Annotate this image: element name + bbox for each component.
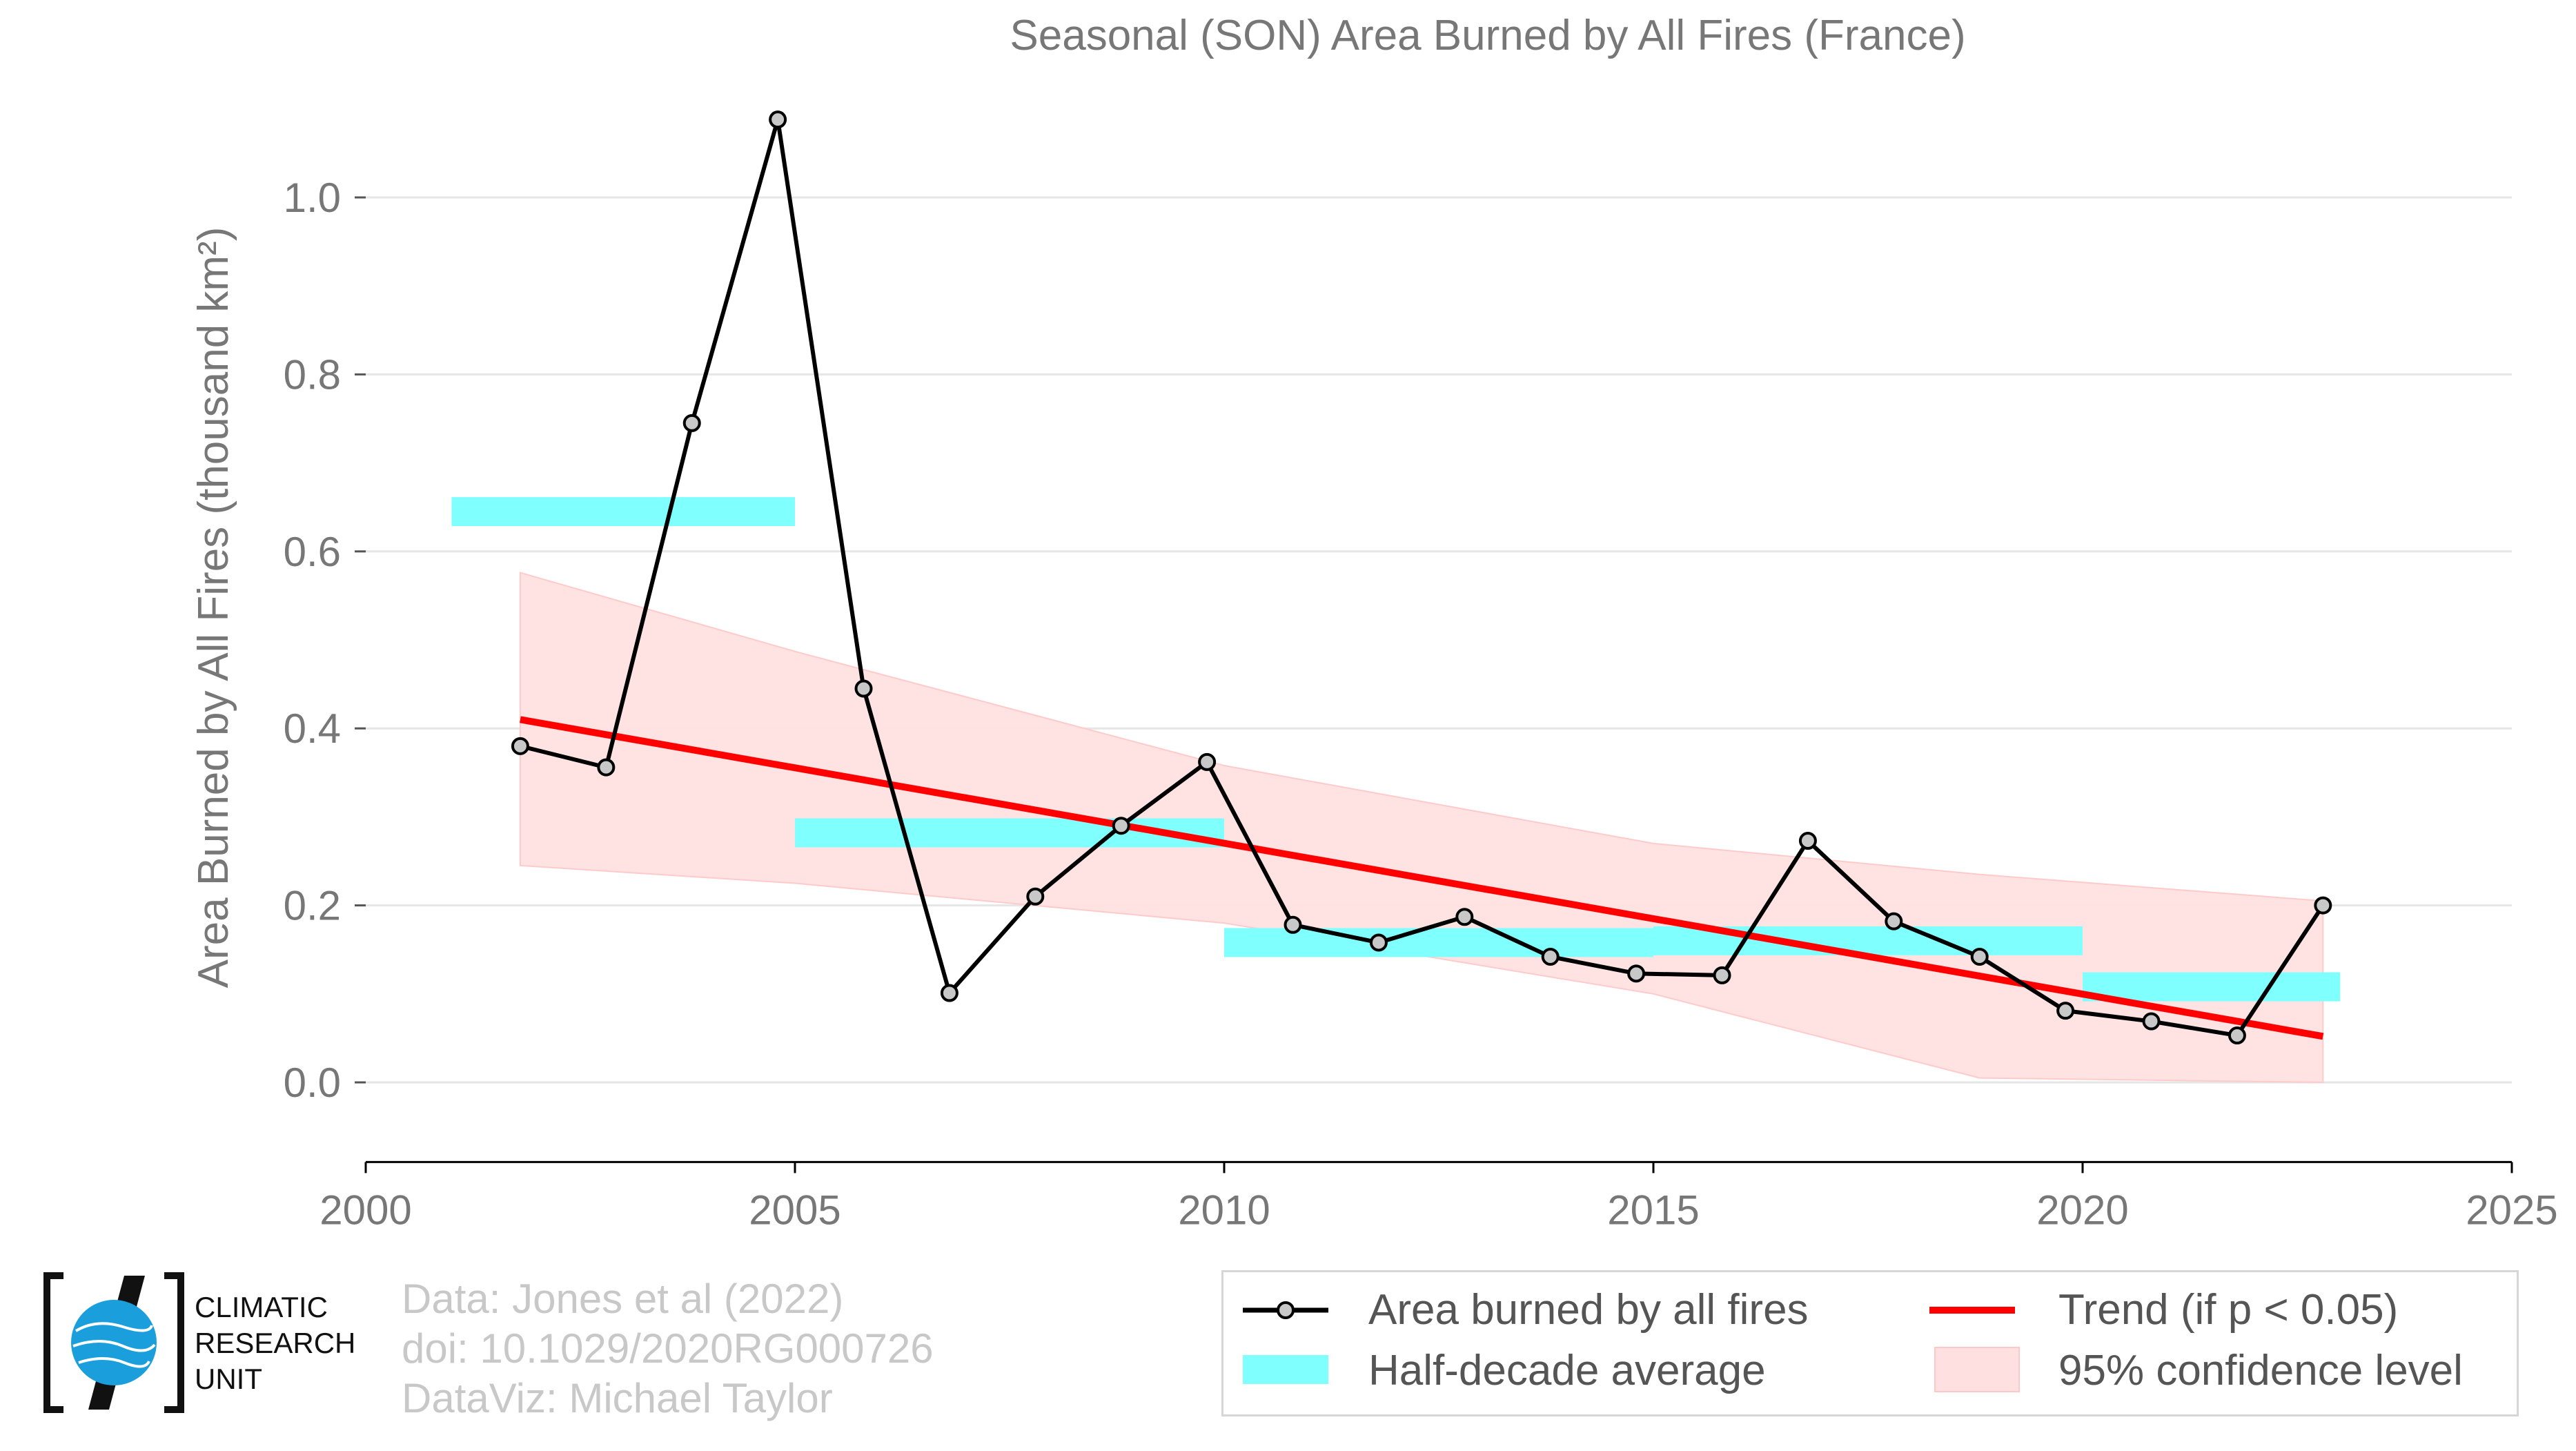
data-point [511,737,529,755]
data-point [1112,817,1130,835]
y-tick-label: 1.0 [284,175,341,221]
y-tick-label: 0.0 [284,1060,341,1106]
data-point [597,758,616,777]
legend-half-decade-label: Half-decade average [1368,1347,1766,1394]
x-tick-label: 2025 [2466,1187,2557,1233]
legend-trend-swatch [1929,1307,2015,1314]
cru-logo [43,1272,184,1413]
data-point [2142,1012,2161,1031]
half-decade-bar [2083,972,2341,1002]
data-point [1627,964,1646,983]
data-point [2228,1026,2246,1045]
y-tick-label: 0.4 [284,705,341,752]
y-axis-label: Area Burned by All Fires (thousand km²) [190,227,237,989]
y-tick-label: 0.2 [284,883,341,929]
y-tick-labels: 0.0 0.2 0.4 0.6 0.8 1.0 [284,175,341,1106]
legend-confidence-label: 95% confidence level [2058,1347,2463,1394]
confidence-band [519,572,2324,1084]
data-point [1026,887,1045,906]
data-point [2056,1002,2075,1020]
logo-line: RESEARCH [195,1327,356,1359]
legend: Area burned by all fires Half-decade ave… [1221,1270,2519,1416]
chart: Seasonal (SON) Area Burned by All Fires … [190,12,2558,1233]
axes [355,196,2513,1174]
legend-half-decade-swatch [1243,1355,1328,1384]
data-point [1369,933,1388,952]
x-tick-labels: 2000 2005 2010 2015 2020 2025 [319,1187,2557,1233]
data-point [1284,915,1302,934]
x-tick-label: 2010 [1178,1187,1270,1233]
data-point [1885,912,1903,931]
credit-line: DataViz: Michael Taylor [402,1375,833,1421]
data-point [940,984,958,1002]
x-tick-label: 2005 [749,1187,840,1233]
data-point [1798,832,1817,850]
data-point [1713,966,1731,984]
data-point [1198,752,1217,771]
data-point [1970,947,1989,966]
chart-title: Seasonal (SON) Area Burned by All Fires … [1010,12,1965,59]
data-point [1541,947,1560,966]
series-layer [511,110,2332,1045]
data-point [682,413,701,432]
y-tick-label: 0.8 [284,351,341,398]
legend-line-label: Area burned by all fires [1368,1286,1809,1334]
data-point [2314,896,2332,915]
x-tick-label: 2015 [1607,1187,1699,1233]
confidence-band-layer [519,572,2324,1084]
logo-line: CLIMATIC [195,1291,328,1323]
half-decade-layer [451,497,2341,1002]
legend-line-swatch [1243,1301,1328,1319]
legend-trend-label: Trend (if p < 0.05) [2058,1286,2399,1334]
logo-text: CLIMATIC RESEARCH UNIT [195,1289,355,1397]
credit-line: Data: Jones et al (2022) [402,1276,844,1322]
half-decade-bar [451,497,795,527]
credit-line: doi: 10.1029/2020RG000726 [402,1325,934,1372]
data-point [1455,908,1474,926]
logo-line: UNIT [195,1363,262,1395]
data-point [769,110,787,129]
y-tick-label: 0.6 [284,529,341,575]
series-line [520,117,2325,1038]
x-tick-label: 2000 [319,1187,411,1233]
data-point [854,679,873,698]
data-credits: Data: Jones et al (2022) doi: 10.1029/20… [402,1274,934,1423]
legend-confidence-swatch [1934,1347,2020,1392]
x-tick-label: 2020 [2036,1187,2128,1233]
